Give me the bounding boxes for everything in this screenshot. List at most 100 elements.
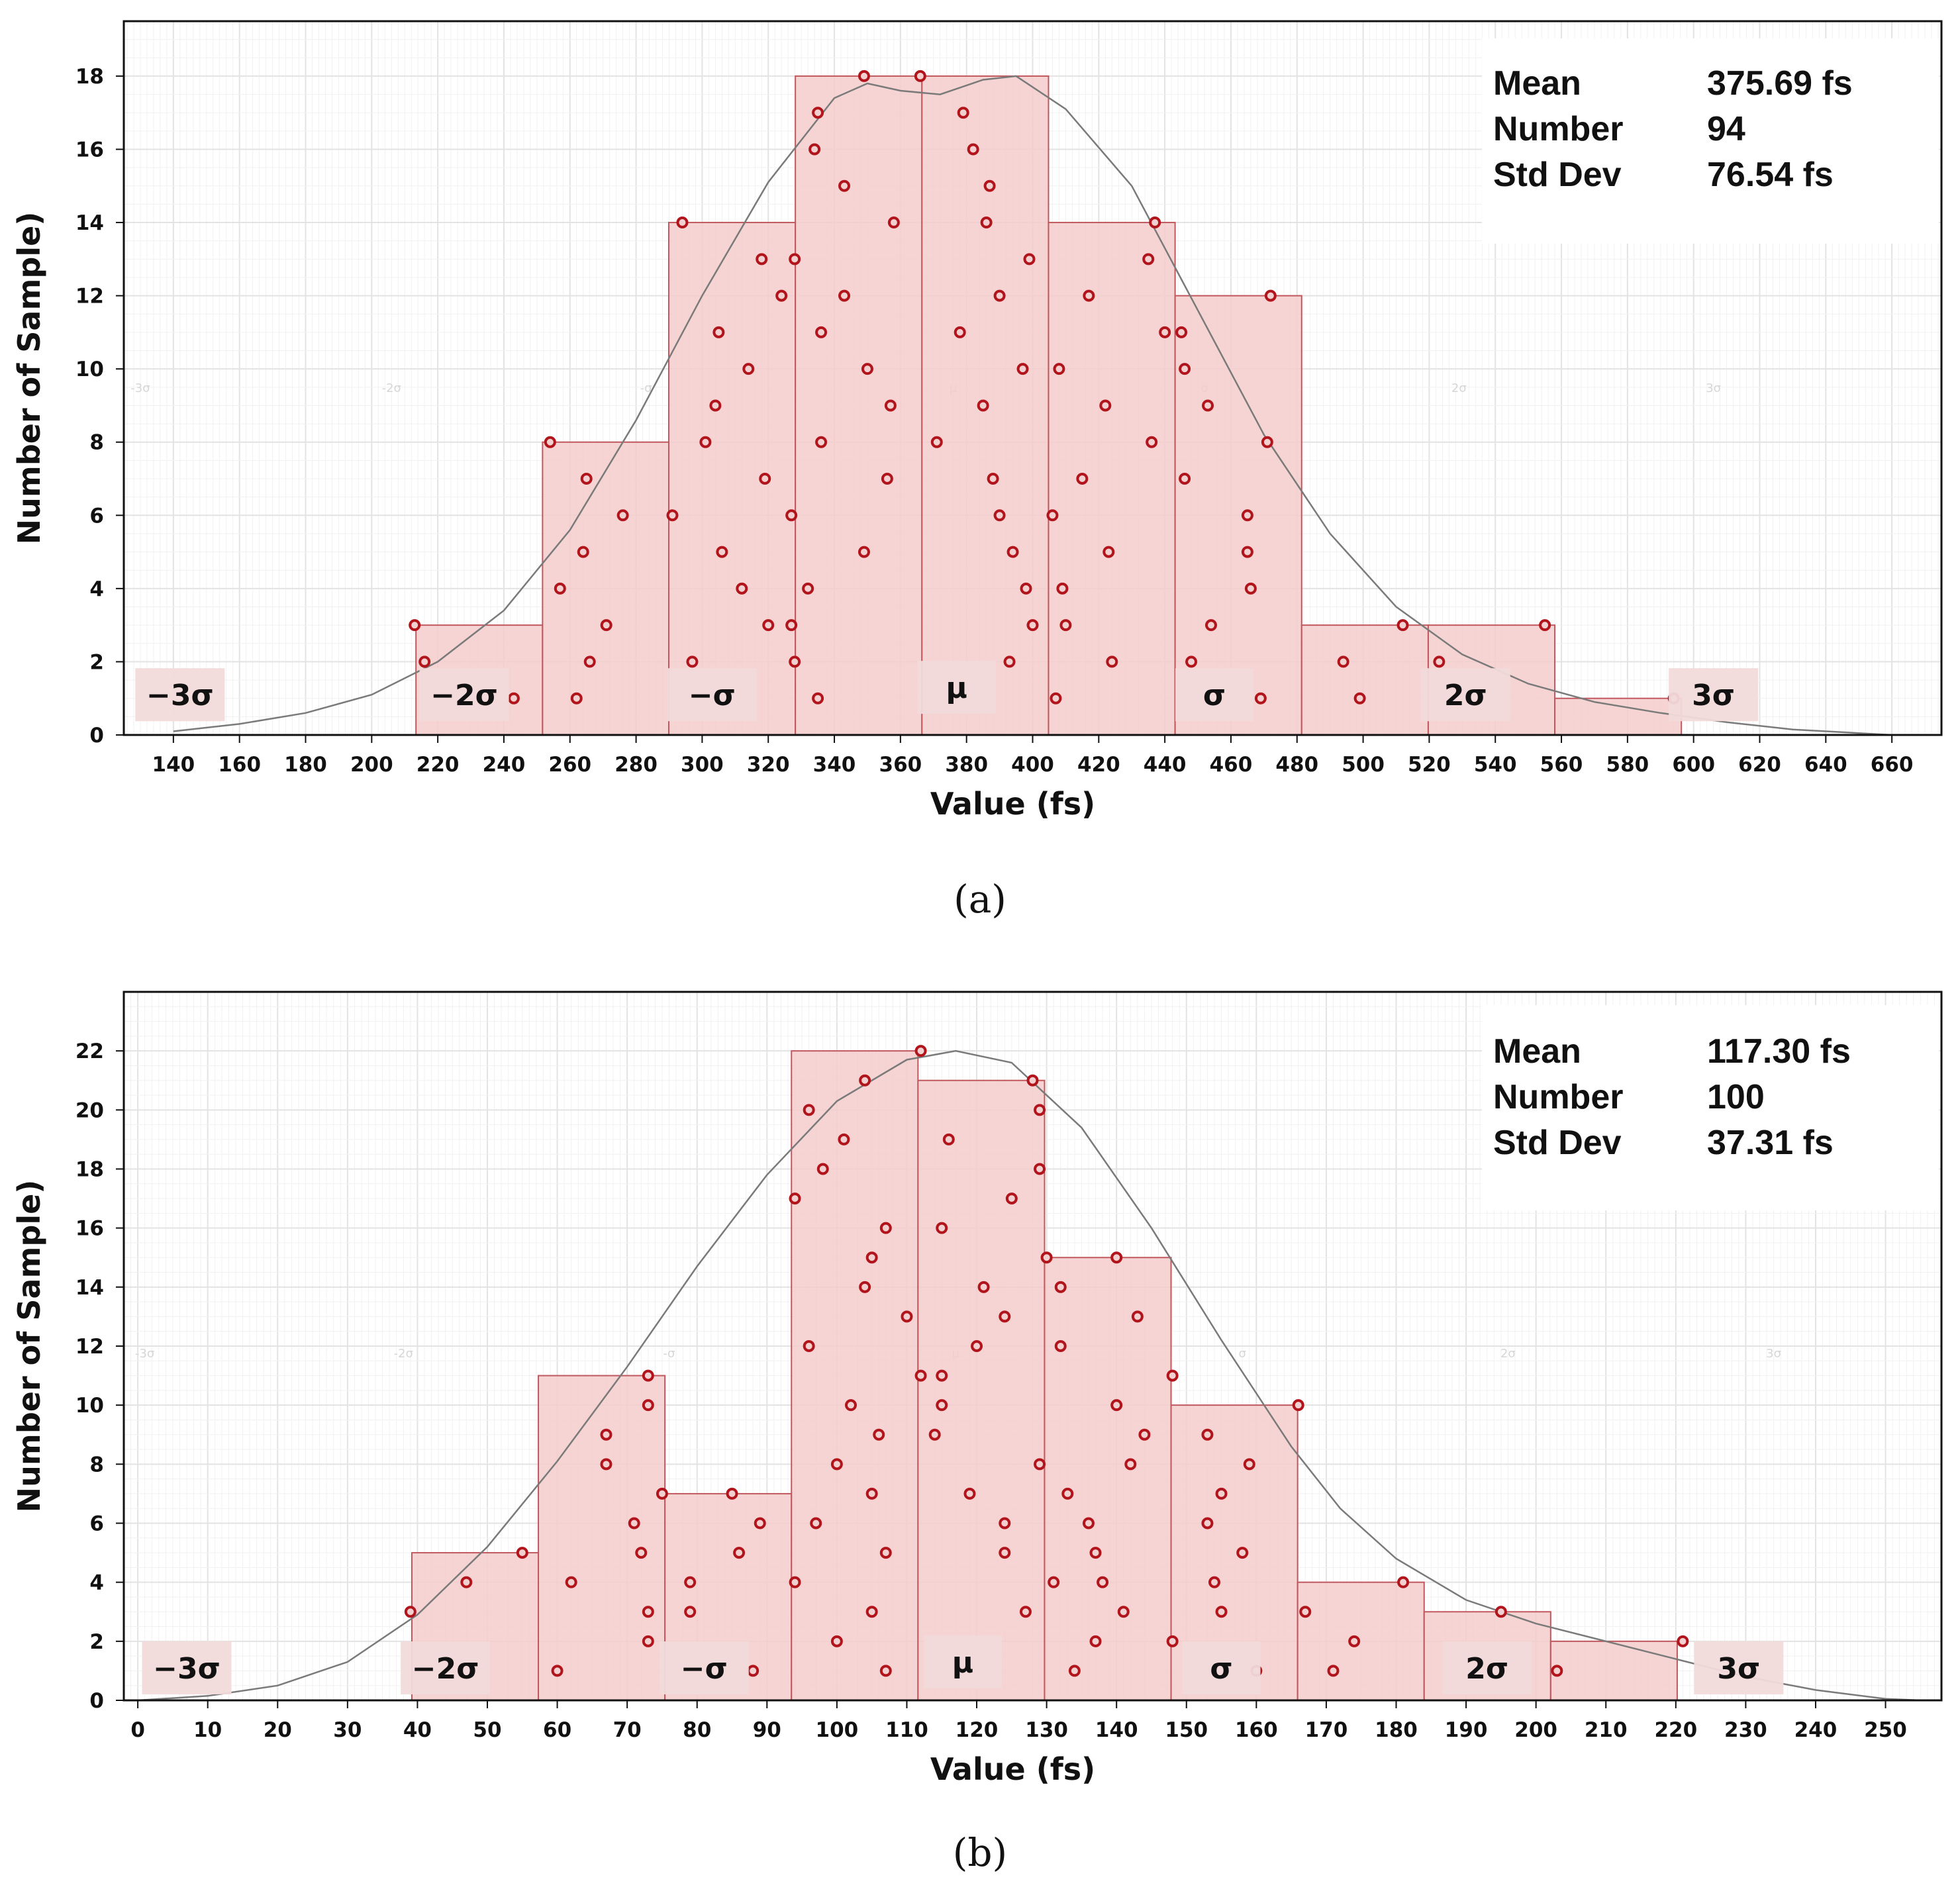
sample-point — [1059, 619, 1072, 632]
sample-point — [901, 1310, 913, 1323]
sample-point — [775, 289, 788, 302]
sigma-label-box — [135, 668, 225, 722]
sample-point — [1166, 1635, 1179, 1647]
histogram-bar — [1549, 1640, 1678, 1701]
sample-point — [999, 1547, 1011, 1559]
x-tick-label: 230 — [1724, 1718, 1767, 1742]
x-tick-label: 420 — [1077, 753, 1120, 777]
sample-point — [1179, 363, 1191, 375]
sample-point — [642, 1369, 654, 1382]
sigma-label-text: σ — [1210, 1652, 1232, 1686]
sigma-label-text: −σ — [681, 1652, 728, 1686]
sample-point — [551, 1665, 564, 1677]
sample-point — [1106, 656, 1118, 668]
sample-point — [942, 1133, 955, 1145]
y-tick-label: 8 — [89, 1453, 104, 1477]
bars — [411, 1050, 1678, 1702]
sample-point — [802, 582, 814, 595]
sample-point — [577, 546, 589, 558]
sample-point — [858, 70, 870, 82]
stats-value: 100 — [1707, 1078, 1765, 1116]
x-tick-label: 460 — [1210, 753, 1253, 777]
sigma-label: −2σ — [401, 1641, 491, 1694]
sigma-label-text: 2σ — [1444, 679, 1487, 712]
sample-point — [977, 1281, 990, 1293]
x-tick-label: 200 — [350, 753, 393, 777]
sample-point — [936, 1222, 948, 1234]
sample-point — [1327, 1665, 1340, 1677]
sample-point — [999, 1310, 1011, 1323]
sample-point — [1110, 1399, 1123, 1412]
y-tick-label: 2 — [89, 1630, 104, 1654]
x-tick-label: 70 — [613, 1718, 642, 1742]
x-tick-label: 660 — [1871, 753, 1914, 777]
sigma-label-box — [1694, 1641, 1784, 1694]
sample-point — [884, 399, 897, 412]
sample-point — [1117, 1606, 1130, 1618]
x-tick-label: 440 — [1144, 753, 1187, 777]
sample-point — [1020, 582, 1032, 595]
sigma-label: 2σ — [1442, 1641, 1532, 1694]
x-tick-label: 160 — [1235, 1718, 1278, 1742]
x-tick-label: 520 — [1408, 753, 1451, 777]
sample-point — [1034, 1104, 1046, 1116]
sample-point — [865, 1251, 878, 1264]
sample-point — [1433, 656, 1446, 668]
y-tick-label: 4 — [89, 577, 104, 601]
sample-point — [759, 473, 771, 485]
sigma-label: σ — [1182, 1641, 1261, 1694]
y-axis-title: Number of Sample) — [11, 212, 47, 545]
x-tick-label: 90 — [753, 1718, 781, 1742]
sample-point — [845, 1399, 857, 1412]
x-tick-label: 130 — [1025, 1718, 1068, 1742]
sample-point — [859, 1074, 871, 1087]
sample-point — [993, 509, 1006, 522]
x-tick-label: 50 — [473, 1718, 501, 1742]
sample-point — [1244, 582, 1257, 595]
sample-point — [987, 473, 999, 485]
sample-point — [812, 107, 824, 119]
sigma-label-box — [667, 668, 757, 722]
stats-value: 76.54 fs — [1707, 156, 1834, 194]
sample-point — [1068, 1665, 1081, 1677]
sample-point — [1353, 692, 1366, 705]
sample-point — [785, 619, 798, 632]
sample-point — [1082, 1517, 1095, 1530]
sample-point — [716, 546, 728, 558]
sample-point — [1208, 1576, 1220, 1588]
sample-point — [1054, 1281, 1067, 1293]
sample-point — [1016, 363, 1029, 375]
histogram-panel-b: -3σ-2σ-σμσ2σ3σ−3σ−2σ−σμσ2σ3σ010203040506… — [11, 991, 1943, 1875]
sample-point — [409, 619, 421, 632]
y-tick-label: 18 — [75, 1158, 104, 1182]
sigma-label: −σ — [659, 1641, 749, 1694]
sample-point — [516, 1547, 528, 1559]
sample-point — [642, 1606, 654, 1618]
sigma-label-box — [419, 668, 509, 722]
sample-point — [812, 692, 824, 705]
x-tick-label: 300 — [681, 753, 724, 777]
sample-point — [733, 1547, 746, 1559]
x-tick-label: 600 — [1672, 753, 1715, 777]
sample-point — [810, 1517, 822, 1530]
stats-box — [1482, 38, 1939, 244]
sigma-label-text: 2σ — [1465, 1652, 1508, 1686]
x-tick-label: 540 — [1474, 753, 1517, 777]
sample-point — [1149, 217, 1161, 229]
sample-point — [565, 1576, 577, 1588]
histogram-bar — [1554, 697, 1683, 736]
x-tick-label: 580 — [1606, 753, 1649, 777]
x-tick-label: 210 — [1585, 1718, 1628, 1742]
y-tick-label: 14 — [75, 1276, 104, 1300]
sample-point — [600, 619, 612, 632]
sample-point — [1494, 1606, 1507, 1618]
faint-sigma-label: 2σ — [1500, 1347, 1516, 1361]
sample-point — [1083, 289, 1095, 302]
x-tick-label: 280 — [614, 753, 658, 777]
sample-point — [1142, 253, 1155, 266]
sample-point — [789, 656, 801, 668]
sample-point — [1396, 619, 1409, 632]
sample-point — [1050, 692, 1062, 705]
x-tick-label: 170 — [1305, 1718, 1348, 1742]
sample-point — [742, 363, 755, 375]
